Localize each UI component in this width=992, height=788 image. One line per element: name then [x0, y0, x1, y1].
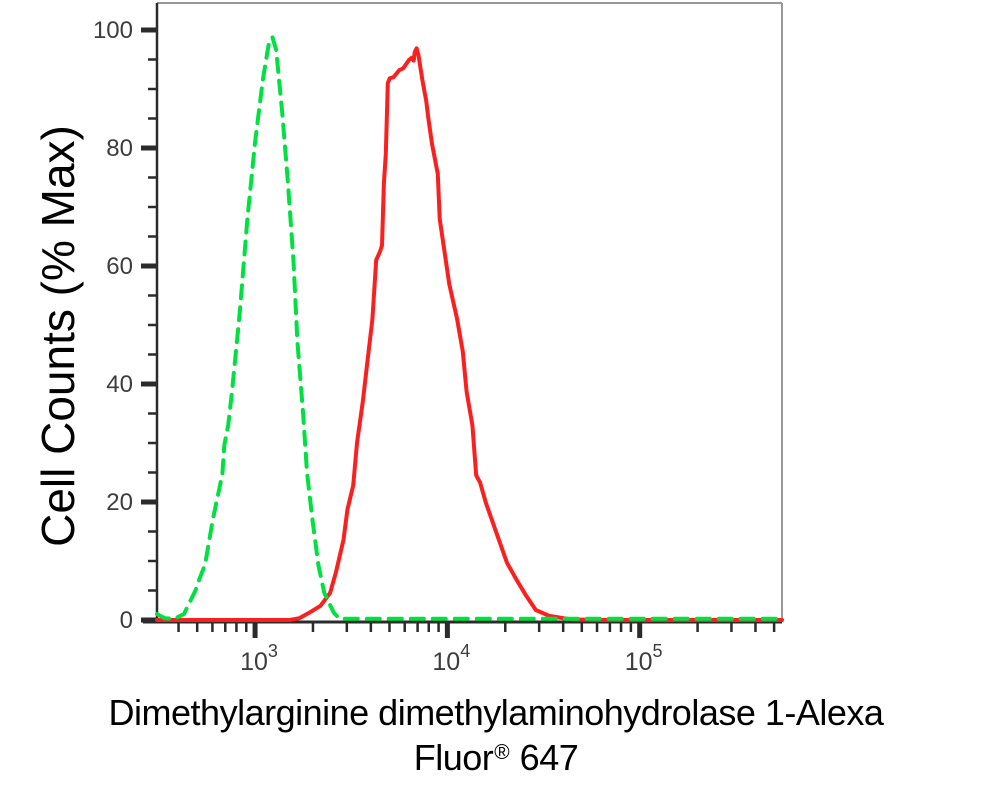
x-axis-label-line1: Dimethylarginine dimethylaminohydrolase …: [108, 692, 884, 733]
y-tick-label: 80: [106, 135, 133, 162]
y-tick-label: 20: [106, 489, 133, 516]
y-tick-label: 40: [106, 371, 133, 398]
registered-trademark-symbol: ®: [494, 740, 510, 764]
series-red-solid-curve: [155, 46, 784, 622]
y-axis: 0 20 40 60 80 100: [93, 17, 157, 634]
x-tick-label: 105: [625, 641, 663, 676]
x-axis-label: Dimethylarginine dimethylaminohydrolase …: [0, 690, 992, 786]
y-axis-title: Cell Counts (% Max): [32, 125, 84, 547]
y-tick-label: 100: [93, 17, 133, 44]
x-tick-label: 103: [240, 641, 278, 676]
x-axis-label-647: 647: [510, 737, 579, 778]
x-tick-label: 104: [432, 641, 470, 676]
x-axis-label-fluor: Fluor: [413, 737, 494, 778]
flow-histogram-chart: 0 20 40 60 80 100 103 104 105 Cell Counts (% Max): [32, 2, 784, 676]
x-axis: 103 104 105: [177, 623, 776, 676]
y-tick-label: 60: [106, 253, 133, 280]
x-axis-label-line2: Fluor® 647: [0, 735, 992, 786]
series-green-dashed-curve: [155, 35, 784, 621]
y-tick-label: 0: [120, 607, 133, 634]
